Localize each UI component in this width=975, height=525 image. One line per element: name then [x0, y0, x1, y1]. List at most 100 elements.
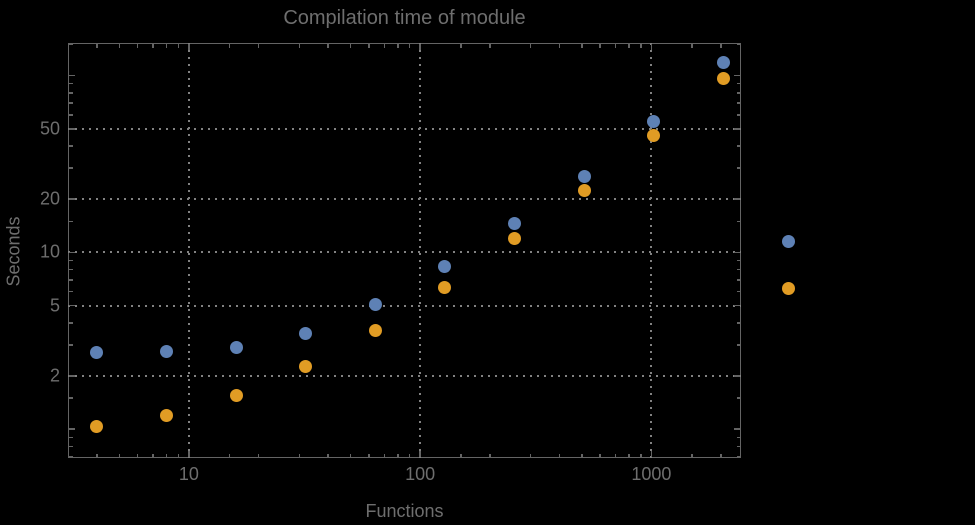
y-tick-mark [69, 43, 73, 46]
x-tick-mark [228, 453, 231, 457]
data-point-series-1 [438, 260, 452, 274]
y-tick-label: 5 [49, 295, 60, 316]
x-tick-mark [152, 44, 154, 48]
x-gridline [187, 43, 190, 458]
x-axis-label: Functions [365, 501, 444, 521]
y-tick-mark [69, 428, 75, 430]
data-point-series-2 [508, 231, 522, 245]
y-tick-mark [736, 445, 740, 448]
y-tick-mark [69, 259, 73, 262]
y-tick-mark [69, 102, 73, 104]
y-tick-mark [734, 74, 740, 77]
y-tick-mark [734, 375, 740, 377]
data-point-series-2 [368, 324, 382, 338]
x-tick-mark [489, 453, 491, 457]
y-tick-mark [736, 436, 740, 439]
x-tick-mark [397, 44, 399, 48]
y-tick-mark [736, 279, 740, 281]
data-point-series-1 [577, 169, 591, 183]
legend-marker-series-2-icon [781, 281, 795, 295]
y-tick-mark [69, 344, 73, 346]
data-point-series-2 [438, 281, 452, 295]
x-gridline [419, 43, 422, 458]
y-tick-mark [734, 251, 740, 254]
y-axis-label: Seconds [3, 216, 24, 287]
y-gridline [68, 304, 741, 307]
y-tick-mark [69, 268, 73, 271]
y-tick-mark [736, 114, 740, 116]
data-point-series-2 [647, 128, 661, 142]
data-point-series-1 [647, 115, 661, 129]
y-tick-mark [736, 322, 740, 324]
y-tick-mark [69, 74, 75, 77]
y-gridline [68, 374, 741, 377]
y-tick-mark [734, 304, 740, 307]
y-tick-label: 20 [39, 188, 60, 209]
x-tick-mark [397, 453, 399, 457]
y-tick-mark [69, 114, 73, 116]
legend-marker-series-1-icon [781, 234, 795, 248]
x-tick-mark [691, 453, 693, 457]
x-tick-mark [460, 44, 462, 48]
x-tick-mark [650, 44, 653, 50]
x-tick-mark [581, 44, 583, 48]
data-point-series-1 [299, 326, 313, 340]
data-point-series-2 [229, 389, 243, 403]
x-tick-mark [640, 44, 642, 48]
x-tick-mark [614, 44, 617, 48]
data-point-series-2 [160, 408, 173, 422]
x-tick-mark [614, 453, 617, 457]
x-gridline [650, 43, 653, 458]
x-tick-mark [165, 453, 168, 457]
x-tick-mark [188, 451, 190, 457]
y-tick-mark [69, 375, 75, 377]
y-tick-mark [736, 455, 740, 458]
y-tick-mark [69, 220, 73, 223]
x-tick-mark [460, 453, 462, 457]
y-tick-mark [69, 279, 73, 281]
y-tick-mark [736, 220, 740, 223]
data-point-series-2 [90, 420, 104, 434]
x-tick-mark [118, 44, 121, 48]
y-tick-label: 2 [49, 365, 60, 386]
x-tick-label: 100 [405, 464, 436, 484]
y-gridline [68, 251, 741, 254]
x-tick-mark [558, 44, 561, 48]
y-tick-mark [736, 43, 740, 46]
y-tick-mark [69, 92, 73, 94]
data-point-series-2 [716, 72, 730, 86]
x-tick-mark [177, 453, 180, 457]
x-tick-mark [368, 453, 370, 457]
x-tick-mark [408, 44, 411, 48]
x-tick-label: 10 [178, 464, 199, 484]
data-point-series-1 [229, 340, 243, 354]
x-tick-mark [349, 44, 352, 48]
y-gridline [68, 127, 741, 130]
x-tick-mark [152, 453, 154, 457]
x-tick-mark [383, 453, 386, 457]
x-tick-mark [558, 453, 561, 457]
y-tick-mark [736, 145, 740, 147]
plot-frame [68, 43, 741, 458]
x-tick-mark [640, 453, 642, 457]
x-tick-mark [96, 44, 98, 48]
y-tick-mark [736, 397, 740, 399]
y-tick-mark [736, 344, 740, 346]
x-tick-mark [368, 44, 370, 48]
x-tick-mark [408, 453, 411, 457]
y-tick-mark [69, 322, 73, 324]
y-tick-label: 50 [39, 118, 60, 139]
x-tick-mark [165, 44, 168, 48]
y-tick-mark [734, 128, 740, 130]
x-tick-mark [691, 44, 693, 48]
y-tick-mark [69, 436, 73, 439]
y-tick-mark [69, 397, 73, 399]
x-tick-mark [419, 451, 421, 457]
x-tick-mark [136, 453, 139, 457]
x-tick-label: 1000 [631, 464, 672, 484]
x-tick-mark [188, 44, 190, 50]
y-tick-mark [736, 167, 740, 169]
x-tick-mark [298, 453, 300, 457]
y-gridline [68, 198, 741, 201]
